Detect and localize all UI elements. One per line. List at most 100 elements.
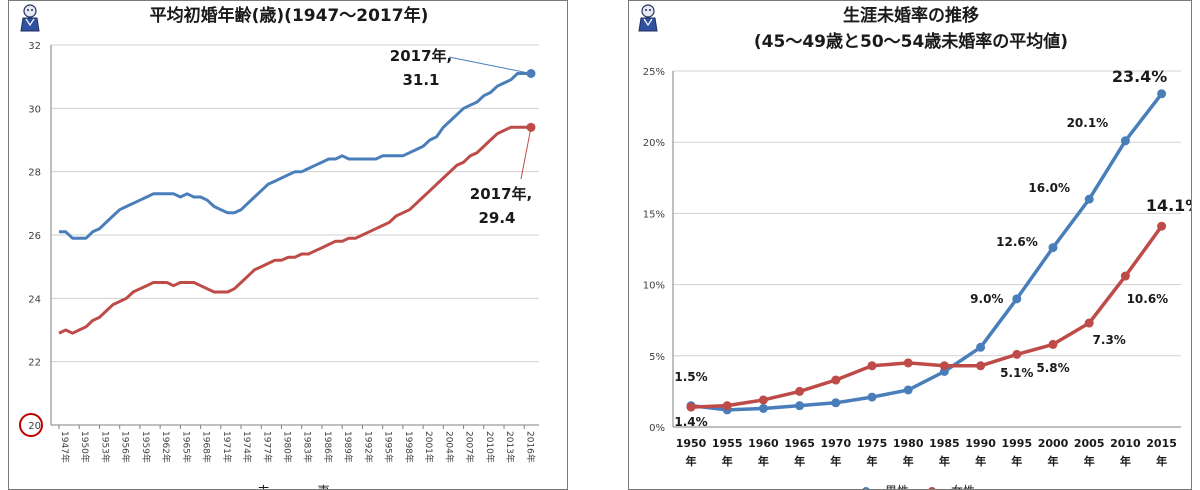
x-tick-label: 1983年 [302,431,314,463]
x-tick-label: 1998年 [403,431,415,463]
x-tick-suffix: 年 [1156,454,1167,468]
y-tick-label: 28 [28,168,41,179]
data-point [831,398,841,408]
series-line-male [690,92,1163,412]
data-point [867,392,877,402]
x-tick-label: 1980年 [282,431,294,463]
x-tick-suffix: 年 [722,454,733,468]
data-point [939,361,949,371]
data-point [1048,243,1058,253]
x-tick-suffix: 年 [939,454,950,468]
x-tick-label: 1992年 [362,431,374,463]
x-tick-label: 1959年 [140,431,152,463]
data-label-female: 10.6% [1127,292,1169,306]
y-tick-label: 24 [28,294,41,305]
marriage-age-chart-panel: 平均初婚年齢(歳)(1947～2017年) 20 22 24 26 28 30 32 1947年… [8,0,568,490]
legend-male-label: 男性 [885,484,909,490]
x-tick-suffix: 年 [867,454,878,468]
mascot-icon [20,4,40,32]
x-tick-label: 1962年 [160,431,172,463]
x-tick-label: 1953年 [99,431,111,463]
x-tick-label: 1985 [929,437,960,450]
x-tick-suffix: 年 [830,454,841,468]
data-point [1048,339,1058,349]
x-tick-suffix: 年 [1084,454,1095,468]
data-label-male: 1.5% [674,370,707,384]
y-tick-label: 30 [28,104,41,115]
y-tick-label: 20 [28,421,41,432]
series-line-female [690,225,1164,409]
data-label-male: 20.1% [1067,116,1109,130]
x-tick-suffix: 年 [1011,454,1022,468]
data-point [1084,318,1094,328]
x-tick-label: 1970 [820,437,851,450]
data-point [1157,89,1167,99]
data-label-female: 7.3% [1093,333,1126,347]
x-tick-label: 2004年 [443,431,455,463]
data-point [795,386,805,396]
x-tick-label: 1989年 [342,431,354,463]
x-tick-label: 2010年 [484,431,496,463]
annotation-leader-wife [520,127,532,180]
x-tick-label: 2015 [1146,437,1177,450]
y-tick-label: 26 [28,231,41,242]
data-point [1012,294,1022,304]
x-tick-suffix: 年 [686,454,697,468]
chart-title: 平均初婚年齢(歳)(1947～2017年) [150,5,429,26]
y-tick-label: 32 [28,41,41,52]
legend-male-marker [862,487,870,489]
x-tick-label: 2016年 [524,431,536,463]
x-tick-suffix: 年 [975,454,986,468]
x-tick-suffix: 年 [758,454,769,468]
highlight-circle-y-min [19,413,43,437]
x-tick-suffix: 年 [1120,454,1131,468]
legend-wife-label: 妻 [317,485,330,490]
x-tick-label: 1986年 [322,431,334,463]
y-tick-label: 10% [643,281,665,292]
x-tick-suffix: 年 [1048,454,1059,468]
marriage-age-line-chart: 平均初婚年齢(歳)(1947～2017年) 20 22 24 26 28 30 32 1947年… [19,5,539,490]
data-label-female: 5.8% [1036,361,1069,375]
data-point [903,358,913,368]
data-point [976,361,986,371]
data-label-male: 12.6% [996,235,1038,249]
unmarried-rate-chart-panel: 生涯未婚率の推移 (45～49歳と50～54歳未婚率の平均値) 0% 5% 10% 15%… [628,0,1192,490]
data-point [976,342,986,352]
data-point [1157,221,1167,231]
data-point [758,403,768,413]
chart-title: 生涯未婚率の推移 [843,5,979,26]
x-tick-label: 1968年 [201,431,213,463]
x-tick-suffix: 年 [903,454,914,468]
annotation-husband-value: 31.1 [402,71,439,89]
data-point [758,395,768,405]
data-point [722,401,732,411]
x-tick-label: 1950年 [79,431,91,463]
unmarried-rate-line-chart: 生涯未婚率の推移 (45～49歳と50～54歳未婚率の平均値) 0% 5% 10% 15%… [643,5,1192,490]
legend-female-marker [928,487,936,489]
data-label-male: 9.0% [970,292,1003,306]
data-label-female: 1.4% [674,415,707,429]
data-point [1084,194,1094,204]
x-tick-label: 2005 [1074,437,1105,450]
data-point [795,401,805,411]
data-label-male: 16.0% [1028,181,1070,195]
x-tick-suffix: 年 [794,454,805,468]
data-label-female: 14.1% [1146,196,1192,215]
y-tick-label: 25% [643,67,665,78]
x-tick-label: 1980 [893,437,924,450]
y-tick-label: 5% [649,352,665,363]
x-tick-label: 1995 [1001,437,1032,450]
x-tick-label: 1990 [965,437,996,450]
annotation-leader-husband [448,56,532,74]
y-tick-label: 15% [643,209,665,220]
data-point [686,402,696,412]
x-tick-label: 1974年 [241,431,253,463]
x-tick-label: 2001年 [423,431,435,463]
annotation-husband-year: 2017年, [390,47,452,65]
series-line-husband [59,72,531,240]
data-point [831,375,841,385]
x-tick-label: 1971年 [221,431,233,463]
x-tick-label: 1995年 [383,431,395,463]
series-line-wife [58,125,531,335]
y-tick-label: 20% [643,138,665,149]
